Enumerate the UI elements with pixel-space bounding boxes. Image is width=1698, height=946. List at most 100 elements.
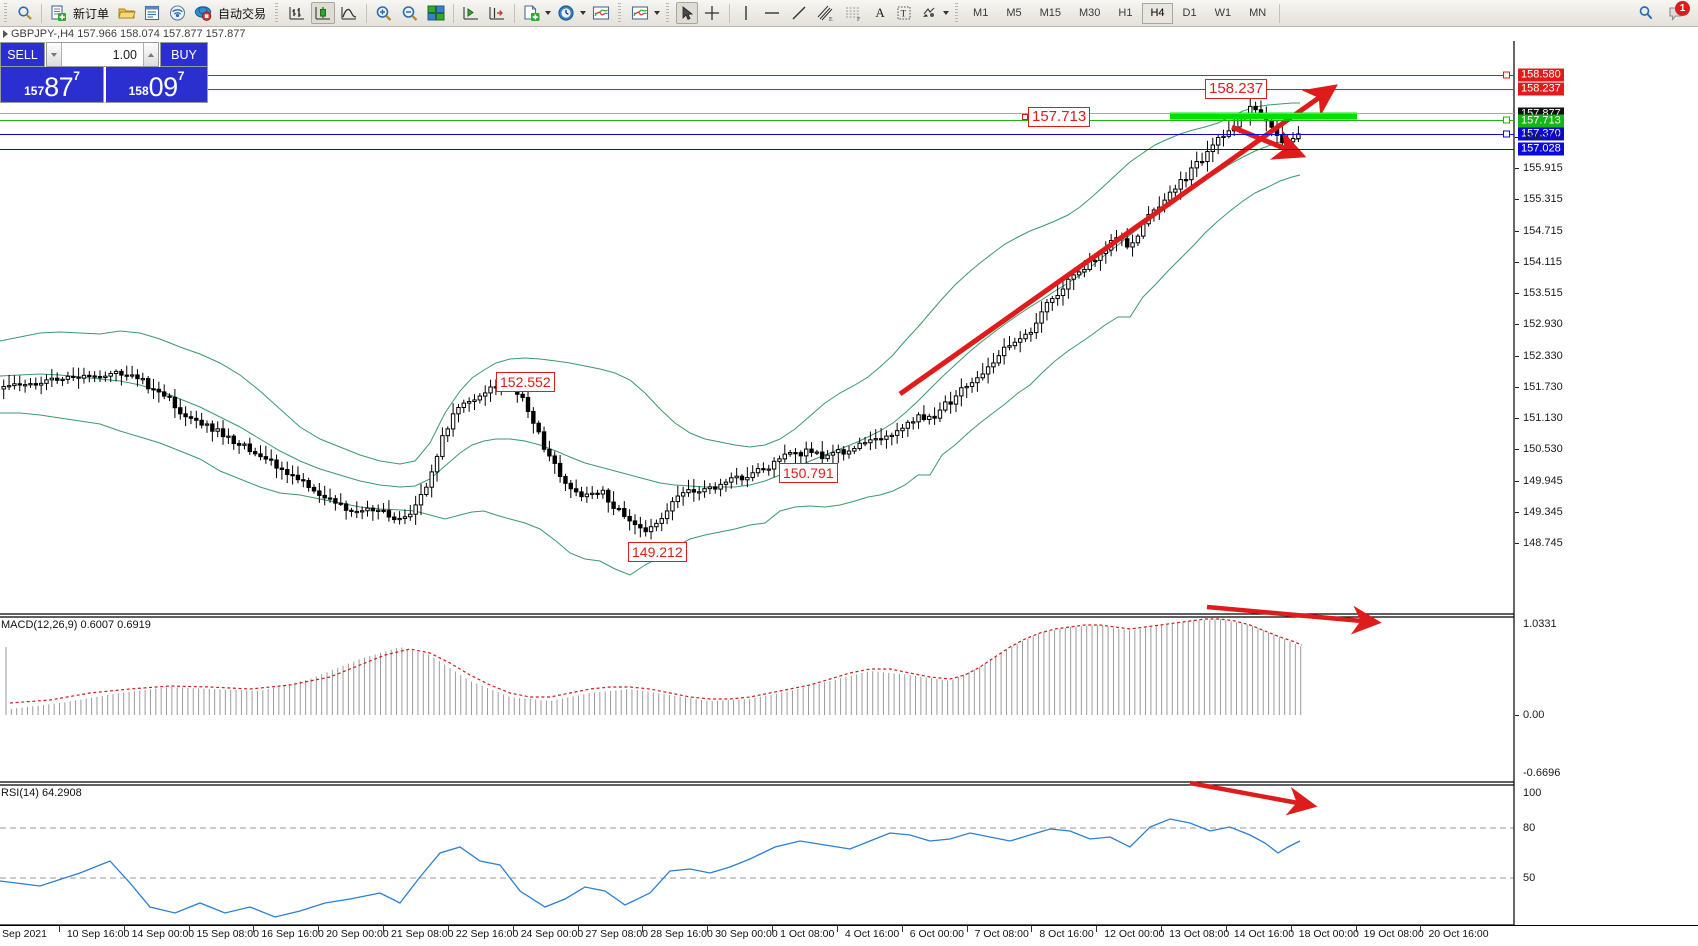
hline-158-580[interactable] <box>0 75 1514 76</box>
candle-bearish <box>87 374 92 378</box>
timeframe-mn[interactable]: MN <box>1249 7 1267 19</box>
trendline-icon[interactable] <box>787 2 811 24</box>
timeframe-m15[interactable]: M15 <box>1039 7 1061 19</box>
zoom-out-icon[interactable] <box>398 2 422 24</box>
timeframe-d1[interactable]: D1 <box>1182 7 1197 19</box>
timeframe-w1[interactable]: W1 <box>1214 7 1232 19</box>
volume-value[interactable]: 1.00 <box>62 43 143 66</box>
new-template-chevron-down-icon[interactable] <box>545 11 552 15</box>
candle-bearish <box>948 401 953 405</box>
hline-158-237[interactable] <box>0 89 1514 90</box>
chart-shift-icon[interactable] <box>459 2 483 24</box>
period-chevron-down-icon[interactable] <box>580 11 587 15</box>
candle-bullish <box>129 374 135 377</box>
candle-bullish <box>718 483 723 490</box>
text-label-icon[interactable]: A <box>875 5 885 20</box>
annotation-157-713[interactable]: 157.713 <box>1028 107 1091 127</box>
candlestick-series <box>1 98 1301 540</box>
sell-button[interactable]: SELL <box>0 42 45 67</box>
new-template-icon[interactable] <box>520 2 543 24</box>
new-order-icon[interactable] <box>47 2 70 24</box>
fibonacci-icon[interactable]: F <box>841 2 867 24</box>
text-box-icon[interactable]: T <box>893 2 915 24</box>
zoom-in-icon[interactable] <box>372 2 396 24</box>
arrows-shapes-icon[interactable] <box>917 2 941 24</box>
hline-handle-158-580[interactable] <box>1503 71 1510 79</box>
toolbar-grip-3[interactable] <box>617 3 625 23</box>
time-axis[interactable]: Sep 2021 10 Sep 16:00 14 Sep 00:00 15 Sep 0… <box>0 925 1698 946</box>
period-clock-icon[interactable] <box>554 2 578 24</box>
hline-157-713[interactable] <box>0 120 1514 121</box>
chart-area[interactable]: 158.237 157.713 152.552 150.791 149.212 … <box>0 41 1698 946</box>
search-icon[interactable] <box>1635 2 1657 24</box>
candle-bearish <box>1280 134 1285 144</box>
toolbar-grip-2[interactable] <box>274 3 282 23</box>
toolbar-separator-2 <box>366 3 368 23</box>
toolbar-grip-5[interactable] <box>954 3 962 23</box>
toolbar-grip[interactable] <box>3 3 10 23</box>
candle-bullish <box>1034 322 1039 334</box>
notifications-icon[interactable]: 1 <box>1664 1 1690 24</box>
hline-157-370[interactable] <box>0 134 1514 135</box>
timeframe-h1[interactable]: H1 <box>1118 7 1133 19</box>
signal-broadcast-icon[interactable] <box>166 2 189 24</box>
tile-windows-icon[interactable] <box>424 2 448 24</box>
timeframe-h4[interactable]: H4 <box>1142 2 1173 24</box>
buy-button[interactable]: BUY <box>160 42 208 67</box>
candle-bearish <box>932 415 937 419</box>
hline-handle-157-713-left[interactable] <box>1022 114 1028 120</box>
candle-bullish <box>862 442 868 445</box>
time-tick-mark <box>901 926 903 932</box>
horizontal-line-icon[interactable] <box>759 2 785 24</box>
sell-price-display[interactable]: 157 87 7 <box>0 67 104 103</box>
candle-bullish <box>777 458 782 462</box>
candlestick-chart-icon[interactable] <box>311 2 336 24</box>
annotation-158-237[interactable]: 158.237 <box>1205 79 1268 99</box>
templates-chevron-down-icon[interactable] <box>654 11 661 15</box>
vertical-line-icon[interactable] <box>735 2 757 24</box>
templates-icon[interactable] <box>628 2 652 24</box>
candle-bullish <box>905 421 911 429</box>
line-chart-icon[interactable] <box>337 2 361 24</box>
symbol-expand-icon[interactable] <box>3 30 8 39</box>
folder-icon[interactable] <box>115 2 139 24</box>
buy-price-display[interactable]: 158 09 7 <box>104 67 208 103</box>
toolbar-grip-4[interactable] <box>665 3 673 23</box>
shapes-chevron-down-icon[interactable] <box>943 11 950 15</box>
price-tick-mark <box>1515 168 1519 170</box>
search-symbol-icon[interactable] <box>14 2 36 24</box>
volume-stepper[interactable]: 1.00 <box>46 42 159 67</box>
bar-chart-icon[interactable] <box>285 2 309 24</box>
candle-bullish <box>1092 259 1098 263</box>
crosshair-icon[interactable] <box>700 2 724 24</box>
annotation-150-791[interactable]: 150.791 <box>779 463 838 483</box>
hline-handle-157-713[interactable] <box>1503 116 1510 124</box>
timeframe-m5[interactable]: M5 <box>1006 7 1022 19</box>
cursor-select-icon[interactable] <box>676 2 699 24</box>
autotrading-icon[interactable] <box>191 2 215 24</box>
volume-increase-button[interactable] <box>143 43 158 66</box>
one-click-trading-panel[interactable]: SELL 1.00 BUY 157 87 7 158 09 7 <box>0 42 208 103</box>
candle-bullish <box>836 449 841 454</box>
hline-handle-157-370[interactable] <box>1503 130 1510 138</box>
candle-bullish <box>49 377 55 381</box>
timeframe-m30[interactable]: M30 <box>1079 7 1101 19</box>
annotation-152-552[interactable]: 152.552 <box>496 372 555 392</box>
candle-bearish <box>317 490 322 496</box>
price-tick-155-315: 155.315 <box>1523 193 1563 206</box>
timeframe-m1[interactable]: M1 <box>973 7 989 19</box>
terminal-window-icon[interactable] <box>141 2 164 24</box>
chart-autoscroll-icon[interactable] <box>485 2 509 24</box>
price-tick-149-345: 149.345 <box>1523 505 1563 518</box>
equidistant-channel-icon[interactable]: E <box>813 2 839 24</box>
candle-bullish <box>44 379 49 384</box>
autotrading-label[interactable]: 自动交易 <box>218 6 267 21</box>
volume-decrease-button[interactable] <box>47 43 62 66</box>
macd-tick-1: 0.00 <box>1523 709 1545 721</box>
candle-bullish <box>648 526 654 533</box>
indicators-icon[interactable] <box>589 2 613 24</box>
annotation-149-212[interactable]: 149.212 <box>628 542 687 562</box>
hline-157-028[interactable] <box>0 149 1514 150</box>
new-order-label[interactable]: 新订单 <box>73 6 110 21</box>
